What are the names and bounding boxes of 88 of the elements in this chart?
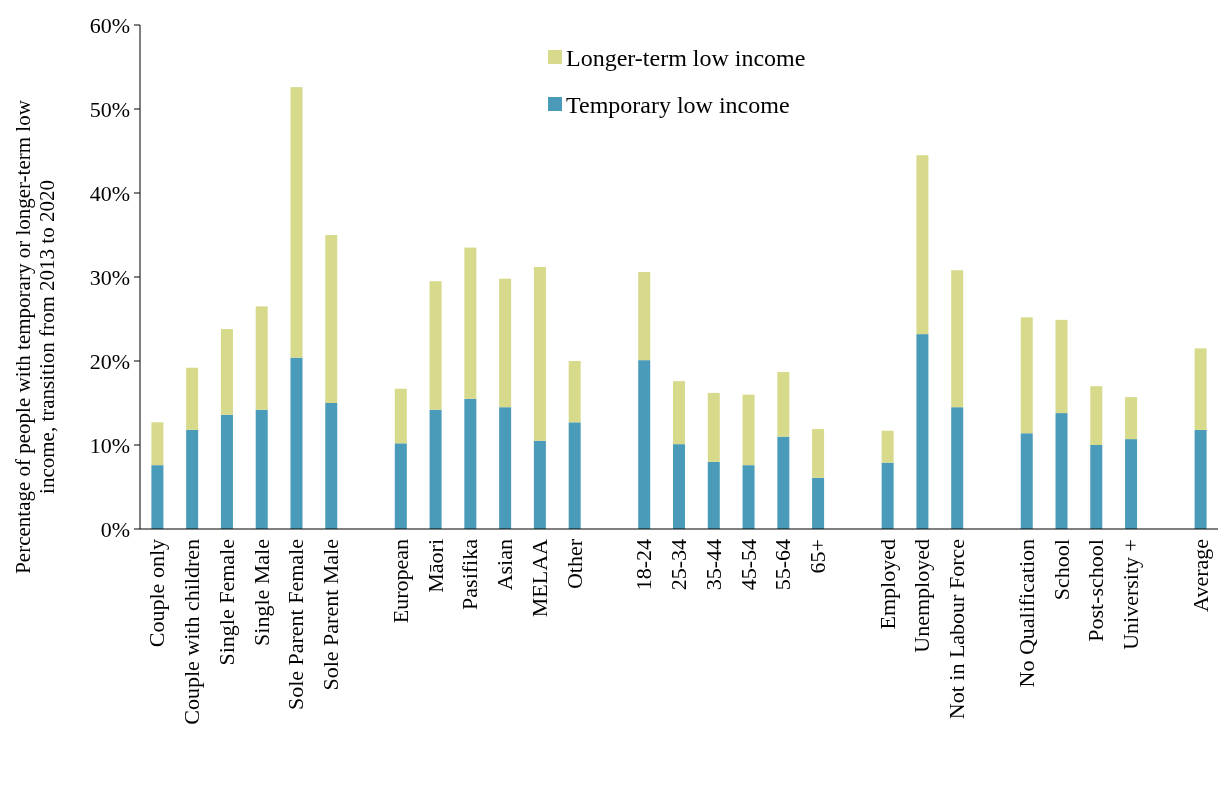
y-tick-label: 50% <box>89 96 130 122</box>
x-tick-label: Pasifika <box>457 538 483 610</box>
bar <box>220 329 233 415</box>
legend-label: Temporary low income <box>566 92 790 119</box>
x-tick-label: Single Male <box>248 539 274 646</box>
bar <box>499 278 512 408</box>
bar <box>707 461 720 529</box>
x-tick-label: European <box>387 539 413 624</box>
bar <box>916 334 929 529</box>
bar <box>881 462 894 529</box>
bar <box>186 367 199 430</box>
x-tick-label: Post-school <box>1083 539 1109 642</box>
x-tick-label: 18-24 <box>631 539 657 591</box>
bar <box>1090 445 1103 529</box>
bar <box>499 407 512 529</box>
bar <box>951 407 964 529</box>
x-tick-label: University + <box>1118 539 1144 650</box>
bar <box>290 357 303 529</box>
x-tick-label: Not in Labour Force <box>944 539 970 720</box>
x-tick-label: Unemployed <box>909 539 935 653</box>
x-tick-label: School <box>1048 539 1074 601</box>
bar <box>673 381 685 445</box>
y-tick-label: 20% <box>89 348 130 374</box>
x-tick-label: Sole Parent Male <box>318 539 344 691</box>
bar <box>151 422 164 466</box>
bar <box>394 443 407 529</box>
bar <box>1194 348 1207 430</box>
bar <box>1020 317 1033 434</box>
x-tick-label: Other <box>561 538 587 590</box>
x-tick-label: 35-44 <box>700 539 726 591</box>
bar <box>1055 413 1068 529</box>
bar <box>429 409 442 529</box>
bar <box>707 392 720 462</box>
legend-label: Longer-term low income <box>566 45 806 72</box>
y-tick-label: 40% <box>89 180 130 206</box>
bar <box>325 403 338 529</box>
bar <box>812 429 825 478</box>
bar <box>951 270 964 408</box>
bar <box>673 444 685 529</box>
x-tick-label: Sole Parent Female <box>283 539 309 711</box>
x-tick-label: Employed <box>874 539 900 630</box>
bar <box>394 388 407 444</box>
bar <box>533 440 546 529</box>
x-tick-label: 55-64 <box>770 539 796 591</box>
bar <box>881 430 894 463</box>
y-axis-title: Percentage of people with temporary or longer-term low income, transition from 2013 to 2020 <box>11 99 59 574</box>
bar <box>325 235 338 403</box>
bar <box>777 436 790 529</box>
bar <box>568 361 581 423</box>
x-tick-label: Average <box>1187 539 1213 612</box>
x-tick-label: Māori <box>422 539 448 593</box>
bar <box>568 422 581 529</box>
bar <box>742 394 755 466</box>
x-tick-label: Couple only <box>144 539 170 648</box>
bar <box>220 414 233 529</box>
bar <box>186 429 199 529</box>
bar <box>533 266 546 441</box>
bar <box>151 465 164 529</box>
y-tick-label: 10% <box>89 432 130 458</box>
bar <box>1090 386 1103 445</box>
bar <box>1125 439 1138 529</box>
bar <box>742 465 755 529</box>
x-tick-label: Couple with children <box>179 539 205 725</box>
bar <box>916 155 929 335</box>
bar <box>290 87 303 358</box>
x-tick-label: Asian <box>492 539 518 591</box>
x-tick-label: MELAA <box>526 538 552 618</box>
bar <box>812 477 825 529</box>
bar <box>464 398 477 529</box>
x-tick-label: Single Female <box>213 539 239 666</box>
bar <box>255 409 268 529</box>
x-tick-label: 25-34 <box>666 539 691 591</box>
bar <box>638 360 651 529</box>
bar <box>464 247 477 399</box>
bar <box>638 271 651 361</box>
bar <box>1194 429 1207 529</box>
y-tick-label: 60% <box>89 12 130 38</box>
bar <box>1055 319 1068 414</box>
y-tick-label: 0% <box>100 516 130 542</box>
x-tick-label: 65+ <box>805 539 831 574</box>
bar <box>429 281 442 410</box>
x-tick-label: No Qualification <box>1013 539 1039 688</box>
y-tick-label: 30% <box>89 264 130 290</box>
bar <box>1020 433 1033 529</box>
bar <box>777 371 790 437</box>
x-tick-label: 45-54 <box>735 539 761 591</box>
bar <box>255 306 268 410</box>
bar <box>1125 397 1138 440</box>
